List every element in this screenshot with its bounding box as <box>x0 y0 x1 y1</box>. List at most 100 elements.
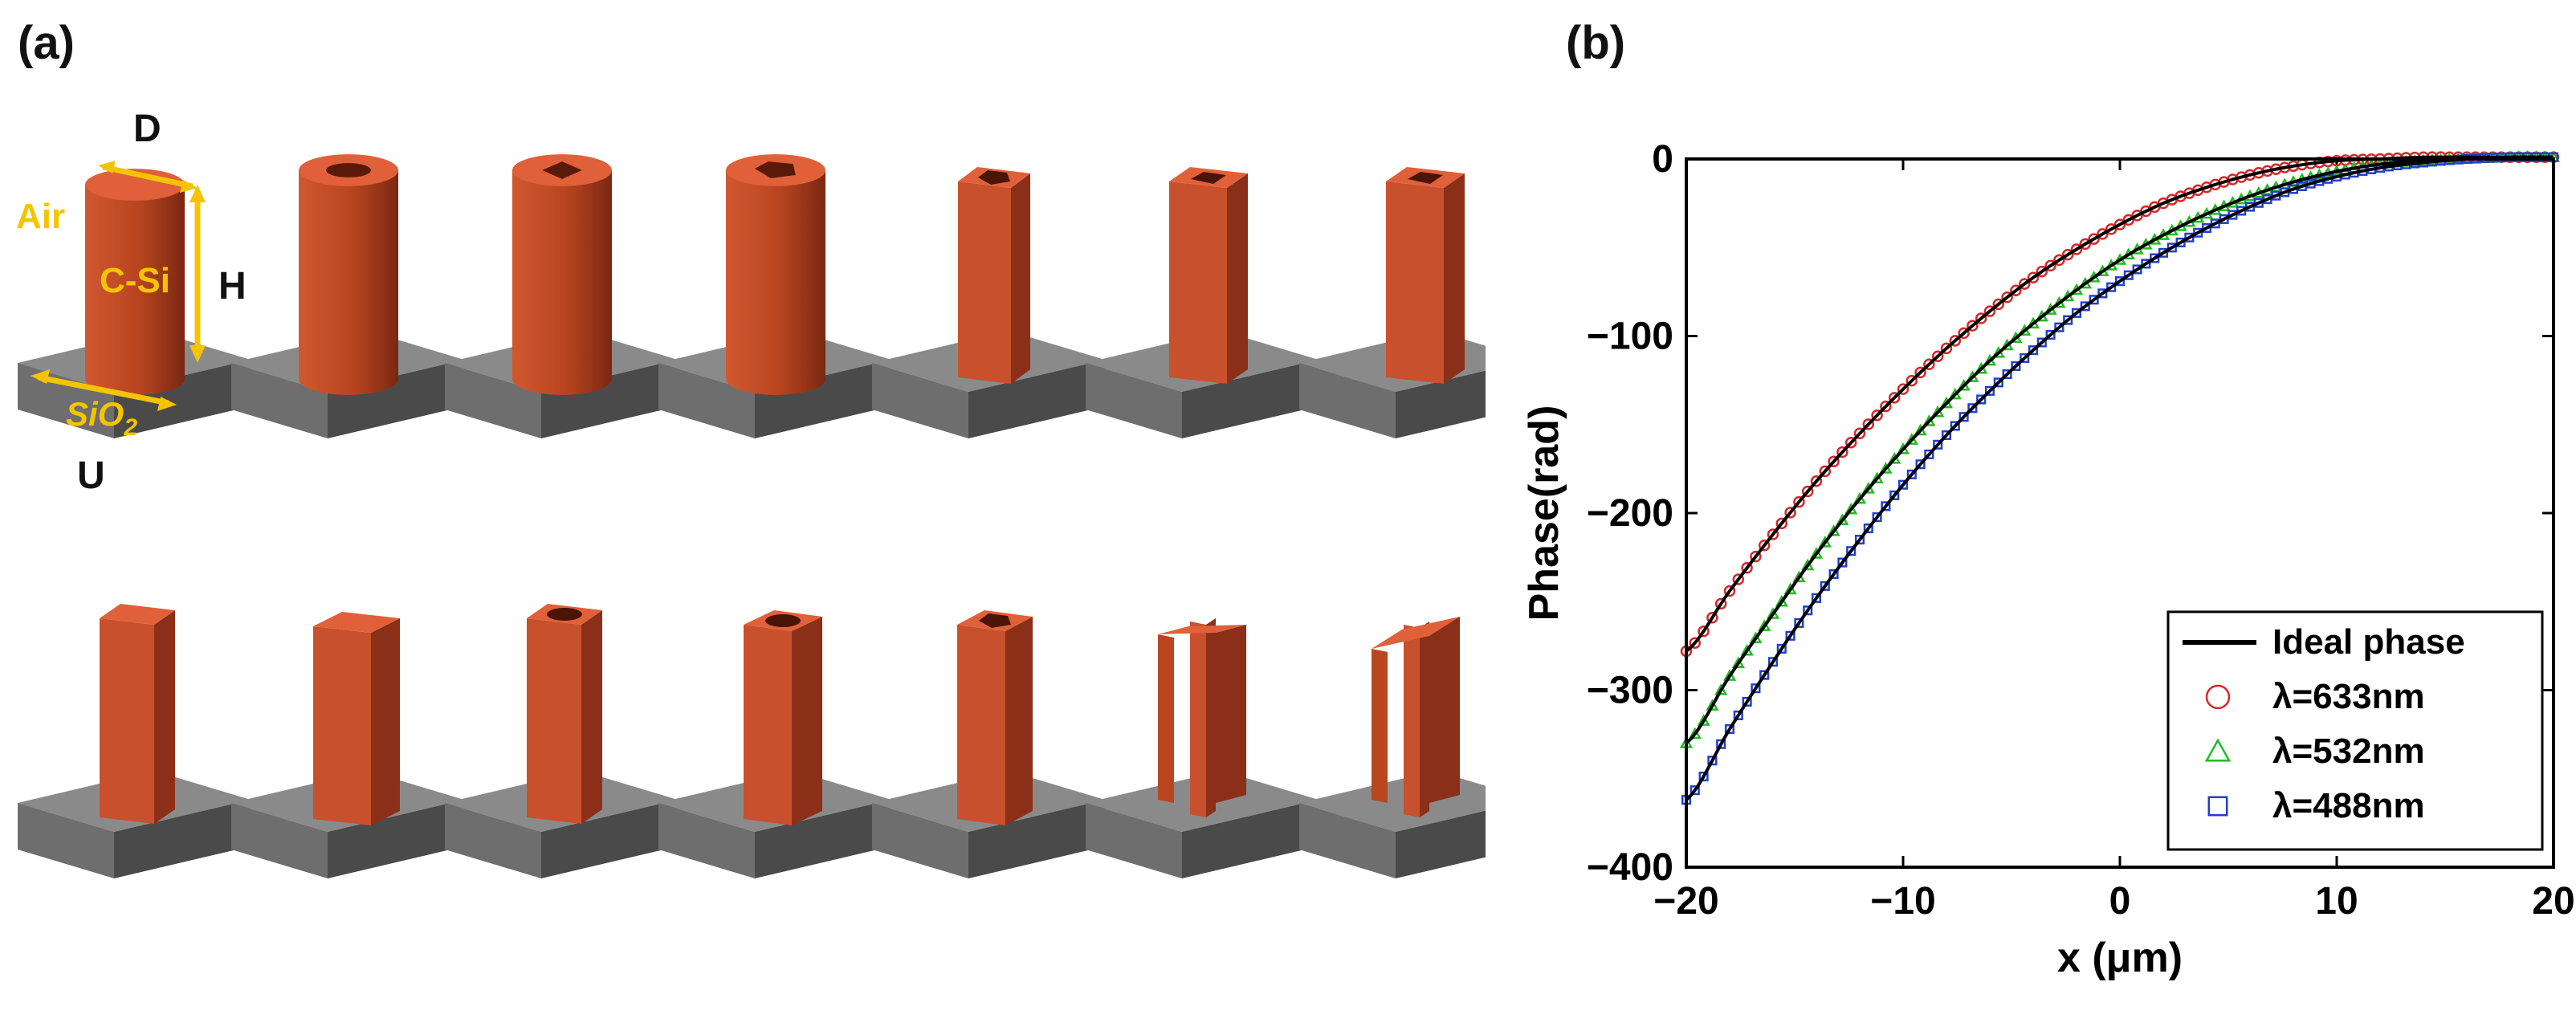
data-point <box>2053 254 2065 267</box>
panel-b: (b) −20 −10 0 10 20 0 −100 −200 −300 −400 x (μm) … <box>1486 0 2576 1031</box>
pillar-front <box>1169 181 1227 384</box>
data-point <box>1967 320 1979 332</box>
pillar-front <box>957 625 1005 825</box>
cross-top <box>1372 617 1460 649</box>
unit-cell-row-2 <box>18 604 1532 878</box>
data-point <box>2020 352 2030 363</box>
substrate-front <box>231 803 328 878</box>
data-point <box>1967 403 1978 414</box>
data-point <box>1933 439 1943 450</box>
data-point <box>1958 412 1969 422</box>
data-point <box>1706 699 1719 711</box>
legend-label: λ=488nm <box>2272 786 2425 825</box>
label-U: U <box>77 454 105 497</box>
data-point <box>1707 756 1718 766</box>
pillar-body <box>299 170 398 395</box>
label-D: D <box>133 108 161 150</box>
y-tick-label: −300 <box>1587 670 1673 712</box>
pillar-front <box>1386 181 1444 384</box>
data-point <box>1975 312 1987 324</box>
data-point <box>1853 427 1866 440</box>
legend-entry: λ=532nm <box>2204 731 2425 771</box>
period-arrowhead-right <box>157 397 177 411</box>
cross-slab-b-left <box>1158 634 1174 803</box>
data-point <box>1723 585 1736 597</box>
cross-slab-a-side <box>1206 618 1216 817</box>
data-point <box>1818 535 1832 548</box>
data-point <box>1714 597 1727 610</box>
unit-cell-square-circle-hole <box>445 604 678 878</box>
data-point <box>2036 265 2048 278</box>
data-point <box>1871 409 1883 422</box>
data-point <box>2028 345 2039 356</box>
pillar-side <box>371 618 400 825</box>
pillar-body <box>85 185 185 395</box>
data-point <box>1931 350 1944 362</box>
substrate-front <box>658 363 755 438</box>
x-tick-label: −10 <box>1870 880 1935 923</box>
data-point <box>1697 714 1710 726</box>
legend-box <box>2166 610 2544 851</box>
data-point <box>2070 243 2083 255</box>
data-point <box>1811 593 1822 603</box>
data-point <box>1906 469 1917 479</box>
data-point <box>1785 630 1795 641</box>
data-point <box>1950 421 1960 431</box>
panel-a-label: (a) <box>18 17 75 69</box>
data-point <box>1880 400 1892 413</box>
metasurface-unit-cells: D H U Air C-Si SiO2 <box>16 108 1532 878</box>
data-point <box>1801 558 1815 571</box>
data-point <box>1862 418 1875 430</box>
data-point <box>2150 253 2160 263</box>
data-point <box>2061 248 2074 261</box>
cross-slab-a <box>1404 625 1420 817</box>
substrate-side <box>328 800 464 878</box>
data-point <box>1889 490 1900 500</box>
data-point <box>2018 278 2031 290</box>
data-point <box>2114 276 2126 287</box>
data-point <box>1923 358 1935 370</box>
legend-entry: λ=488nm <box>2207 786 2425 825</box>
data-point <box>1881 501 1891 511</box>
series-circle <box>1680 151 2560 658</box>
data-point <box>2132 264 2142 275</box>
data-point <box>1759 670 1770 680</box>
hole-square <box>1408 172 1443 184</box>
label-c-si: C-Si <box>100 261 170 300</box>
substrate-side <box>114 360 251 438</box>
substrate-side <box>328 360 464 438</box>
data-point <box>1828 568 1839 580</box>
data-point <box>2123 270 2134 280</box>
phase-chart: −20 −10 0 10 200−100−200−300−400 x (μm) Phas… <box>1521 138 2575 981</box>
substrate-side <box>541 360 678 438</box>
pillar-side <box>1005 617 1033 825</box>
pillar-side <box>581 610 602 824</box>
data-point <box>1801 485 1814 498</box>
data-point <box>1915 459 1926 470</box>
hole-pentagon <box>754 161 796 178</box>
pillar-front <box>527 618 581 824</box>
data-point <box>1983 305 1996 317</box>
unit-cell-rotated-cross-pillar <box>1299 617 1532 878</box>
data-point <box>1820 581 1830 591</box>
unit-cell-pentagon-pentagon-hole <box>872 610 1105 878</box>
cross-slab-b-right <box>1429 617 1460 803</box>
pillar-side <box>1227 173 1248 384</box>
x-tick-label: 0 <box>2109 880 2131 923</box>
unit-cell-hexagon-circle-hole <box>658 610 891 878</box>
data-point <box>1750 550 1762 563</box>
unit-cell-hollow-cylinder <box>231 154 464 438</box>
cross-slab-b-right <box>1216 625 1246 803</box>
data-point <box>1828 455 1840 468</box>
data-point <box>1749 631 1763 644</box>
data-point <box>1993 377 2003 388</box>
data-point <box>2158 247 2169 258</box>
data-point <box>1958 327 1970 340</box>
data-point <box>1733 710 1743 720</box>
y-tick-label: 0 <box>1652 138 1673 181</box>
data-point <box>1854 535 1865 545</box>
legend-label: Ideal phase <box>2272 622 2465 662</box>
data-point <box>2045 329 2056 340</box>
diameter-arrow <box>102 164 194 189</box>
data-point <box>2027 271 2040 283</box>
